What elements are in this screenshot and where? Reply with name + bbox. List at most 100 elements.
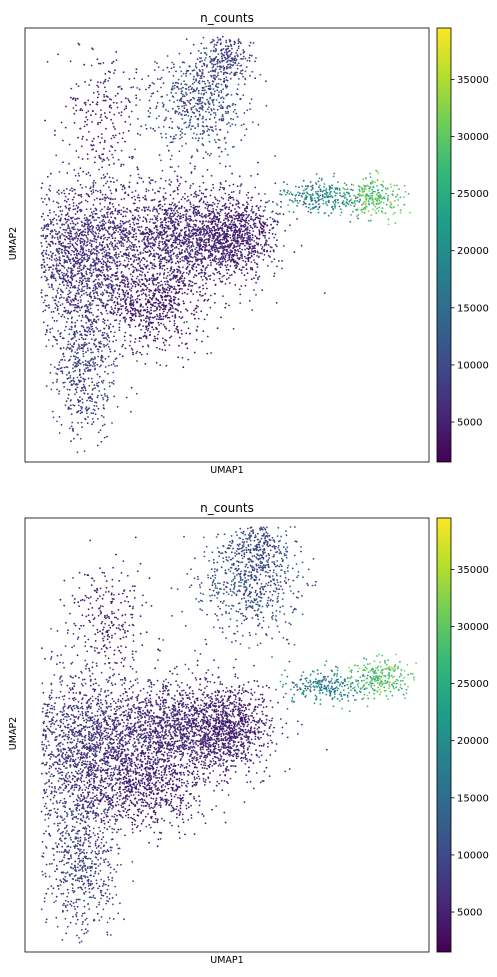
cell-point [252,251,255,253]
cell-point [155,252,158,255]
cell-point [90,272,93,275]
cell-point [188,283,191,286]
cell-point [85,249,88,252]
cell-point [106,339,109,341]
cell-point [189,102,192,105]
cell-point [152,236,155,239]
cell-point [59,262,62,265]
cell-point [144,210,146,213]
cell-point [95,189,97,192]
cell-point [230,250,233,253]
cell-point [204,267,207,270]
cell-point [243,230,246,232]
cell-point [73,304,75,306]
cell-point [143,206,145,209]
cell-point [204,249,206,252]
cell-point [105,324,108,327]
cell-point [218,264,221,266]
cell-point [153,253,155,255]
cell-point [76,240,79,242]
cell-point [254,244,256,247]
cell-point [248,219,250,222]
cell-point [139,313,142,316]
cell-point [100,224,103,227]
cell-point [177,223,179,226]
cell-point [69,303,72,306]
cell-point [45,235,47,238]
cell-point [213,227,216,230]
cell-point [167,294,170,297]
cell-point [102,228,104,231]
cell-point [65,260,68,262]
cell-point [50,240,52,243]
cell-point [130,241,133,244]
cell-point [71,226,73,229]
cell-point [170,246,173,248]
cell-point [53,258,56,261]
cell-point [266,265,269,267]
cell-point [64,228,66,231]
cell-point [254,235,257,238]
cell-point [60,332,62,334]
cell-point [118,284,121,287]
cell-point [120,183,122,186]
cell-point [47,214,49,217]
cell-point [84,333,86,336]
cell-point [262,258,265,261]
cell-point [83,450,86,452]
cell-point [81,398,84,400]
cell-point [159,312,161,315]
cell-point [78,281,81,284]
cell-point [151,316,154,319]
cell-point [64,195,67,198]
cell-point [52,288,55,291]
cell-point [178,316,181,318]
cell-point [274,182,277,185]
cell-point [187,288,190,291]
cell-point [133,195,136,198]
cell-point [226,226,229,229]
cell-point [190,285,192,287]
cell-point [269,216,272,219]
cell-point [102,174,105,176]
cell-point [78,209,81,211]
cell-point [228,244,231,247]
cell-point [114,209,117,212]
cell-point [143,263,146,266]
cell-point [196,229,199,232]
cell-point [255,281,257,284]
cell-point [108,292,111,294]
cell-point [177,356,180,359]
cell-point [46,263,49,266]
cell-point [184,257,186,260]
cell-point [211,218,213,221]
cell-point [154,309,157,312]
cell-point [45,345,48,348]
cell-point [242,242,245,245]
cell-point [88,248,90,251]
cell-point [183,231,186,234]
cell-point [97,417,99,420]
cell-point [88,384,91,387]
cell-point [114,226,117,229]
cell-point [71,249,73,252]
cell-point [219,226,222,229]
cell-point [96,444,99,447]
cell-point [169,307,172,310]
cell-point [188,215,191,218]
cell-point [89,304,92,307]
cell-point [174,212,177,215]
cell-point [158,236,160,239]
cell-point [71,238,74,241]
cell-point [56,191,59,194]
cell-point [195,258,197,261]
cell-point [133,282,135,285]
cell-point [176,180,179,183]
cell-point [218,260,221,262]
cell-point [242,225,244,228]
cell-point [138,226,141,228]
cell-point [209,231,211,234]
cell-point [140,314,143,317]
cell-point [179,239,182,242]
cell-point [176,325,179,328]
